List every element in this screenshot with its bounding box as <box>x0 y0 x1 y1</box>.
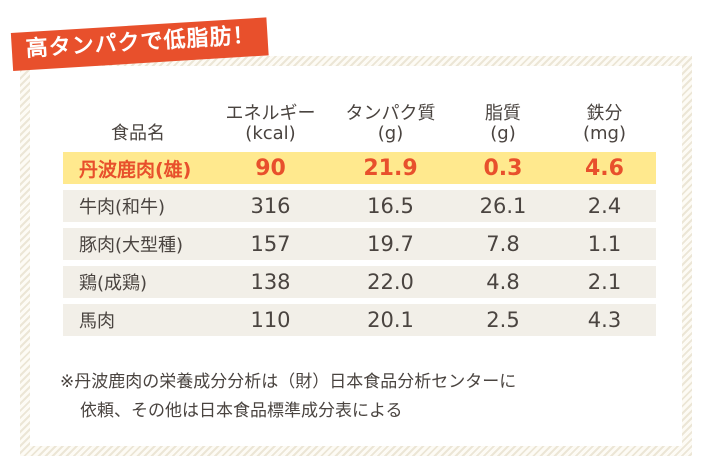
row-fat: 7.8 <box>453 228 553 260</box>
row-fat: 4.8 <box>453 266 553 298</box>
nutrition-table: 食品名 エネルギー (kcal) タンパク質 (g) 脂質 (g) 鉄分 (mg) 丹波… <box>63 96 656 342</box>
table-row-pork: 豚肉(大型種) 157 19.7 7.8 1.1 <box>63 228 656 260</box>
row-energy: 316 <box>213 190 328 222</box>
header-protein: タンパク質 (g) <box>345 103 436 144</box>
row-protein: 16.5 <box>328 190 453 222</box>
header-row: 食品名 エネルギー (kcal) タンパク質 (g) 脂質 (g) 鉄分 (mg) <box>63 102 656 146</box>
row-iron: 4.6 <box>553 152 656 184</box>
row-name: 鶏(成鶏) <box>63 266 213 298</box>
table-row-horse: 馬肉 110 20.1 2.5 4.3 <box>63 304 656 336</box>
footnote-line-2: 依頼、その他は日本食品標準成分表による <box>80 401 403 421</box>
table-row-tamba-venison: 丹波鹿肉(雄) 90 21.9 0.3 4.6 <box>63 152 656 184</box>
header-fat: 脂質 (g) <box>485 103 521 144</box>
footnote: ※丹波鹿肉の栄養成分分析は（財）日本食品分析センターに 依頼、その他は日本食品標… <box>60 368 670 426</box>
row-iron: 2.1 <box>553 266 656 298</box>
header-energy: エネルギー (kcal) <box>225 103 316 144</box>
row-name: 牛肉(和牛) <box>63 190 213 222</box>
table-row-beef: 牛肉(和牛) 316 16.5 26.1 2.4 <box>63 190 656 222</box>
row-name: 豚肉(大型種) <box>63 228 213 260</box>
row-protein: 21.9 <box>328 152 453 184</box>
row-iron: 2.4 <box>553 190 656 222</box>
header-food: 食品名 <box>111 123 165 144</box>
row-energy: 110 <box>213 304 328 336</box>
row-name: 馬肉 <box>63 304 213 336</box>
row-energy: 157 <box>213 228 328 260</box>
row-energy: 138 <box>213 266 328 298</box>
table-row-chicken: 鶏(成鶏) 138 22.0 4.8 2.1 <box>63 266 656 298</box>
row-name: 丹波鹿肉(雄) <box>63 152 213 184</box>
header-iron: 鉄分 (mg) <box>582 103 626 144</box>
row-protein: 22.0 <box>328 266 453 298</box>
row-energy: 90 <box>213 152 328 184</box>
footnote-line-1: ※丹波鹿肉の栄養成分分析は（財）日本食品分析センターに <box>60 372 517 392</box>
row-iron: 4.3 <box>553 304 656 336</box>
row-iron: 1.1 <box>553 228 656 260</box>
row-protein: 20.1 <box>328 304 453 336</box>
row-fat: 2.5 <box>453 304 553 336</box>
row-fat: 26.1 <box>453 190 553 222</box>
row-fat: 0.3 <box>453 152 553 184</box>
row-protein: 19.7 <box>328 228 453 260</box>
